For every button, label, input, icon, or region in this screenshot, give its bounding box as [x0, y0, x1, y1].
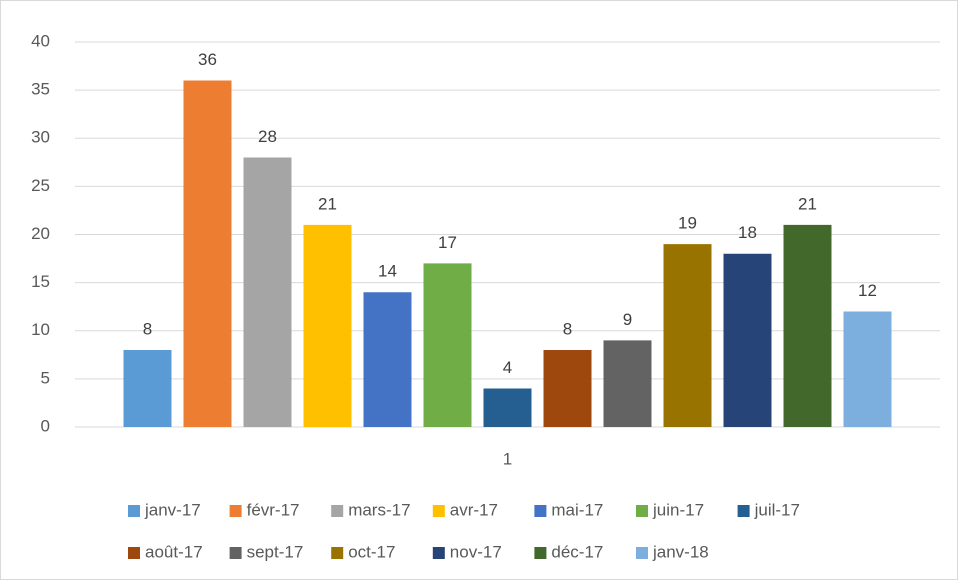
data-label: 18	[738, 223, 757, 242]
bar	[423, 263, 472, 427]
bar	[723, 253, 772, 427]
bar	[303, 224, 352, 427]
legend-label: août-17	[145, 542, 203, 561]
legend-swatch	[331, 505, 344, 517]
y-tick-label: 5	[41, 368, 50, 387]
bar	[843, 311, 892, 427]
data-label: 28	[258, 127, 277, 146]
data-label: 4	[503, 358, 512, 377]
legend-swatch	[432, 547, 445, 559]
legend-swatch	[636, 505, 648, 517]
legend-label: juil-17	[754, 500, 800, 519]
legend-swatch	[432, 505, 445, 517]
y-tick-label: 40	[31, 31, 50, 50]
legend-swatch	[229, 505, 242, 517]
x-tick-label: 1	[503, 449, 512, 468]
legend-swatch	[128, 505, 140, 517]
bar	[483, 388, 532, 427]
legend-label: févr-17	[247, 500, 300, 519]
data-label: 36	[198, 50, 217, 69]
legend-label: mars-17	[348, 500, 410, 519]
legend-swatch	[737, 505, 750, 517]
data-label: 9	[623, 310, 632, 329]
bar	[543, 350, 592, 427]
legend-label: janv-18	[652, 542, 709, 561]
legend-swatch	[128, 547, 140, 559]
legend-label: déc-17	[551, 542, 603, 561]
bar	[243, 157, 292, 427]
data-label: 17	[438, 233, 457, 252]
legend-swatch	[636, 547, 648, 559]
data-label: 19	[678, 214, 697, 233]
bar	[123, 350, 172, 427]
y-tick-label: 15	[31, 272, 50, 291]
legend-label: nov-17	[450, 542, 502, 561]
legend-swatch	[229, 547, 242, 559]
bar	[183, 80, 232, 427]
data-label: 21	[798, 194, 817, 213]
bar	[603, 340, 652, 427]
legend-swatch	[534, 505, 547, 517]
bar	[363, 292, 412, 427]
legend-label: juin-17	[652, 500, 704, 519]
bar	[783, 224, 832, 427]
legend-label: sept-17	[247, 542, 304, 561]
data-label: 14	[378, 262, 397, 281]
legend-label: mai-17	[551, 500, 603, 519]
legend-swatch	[534, 547, 547, 559]
y-tick-label: 20	[31, 224, 50, 243]
legend-label: janv-17	[144, 500, 201, 519]
data-label: 21	[318, 194, 337, 213]
y-tick-label: 30	[31, 128, 50, 147]
y-tick-label: 25	[31, 176, 50, 195]
data-label: 12	[858, 281, 877, 300]
bar	[663, 244, 712, 427]
legend-swatch	[331, 547, 344, 559]
legend-label: oct-17	[348, 542, 395, 561]
data-label: 8	[563, 319, 572, 338]
data-label: 8	[143, 319, 152, 338]
y-tick-label: 35	[31, 80, 50, 99]
legend-label: avr-17	[450, 500, 498, 519]
y-tick-label: 0	[41, 416, 50, 435]
y-tick-label: 10	[31, 320, 50, 339]
